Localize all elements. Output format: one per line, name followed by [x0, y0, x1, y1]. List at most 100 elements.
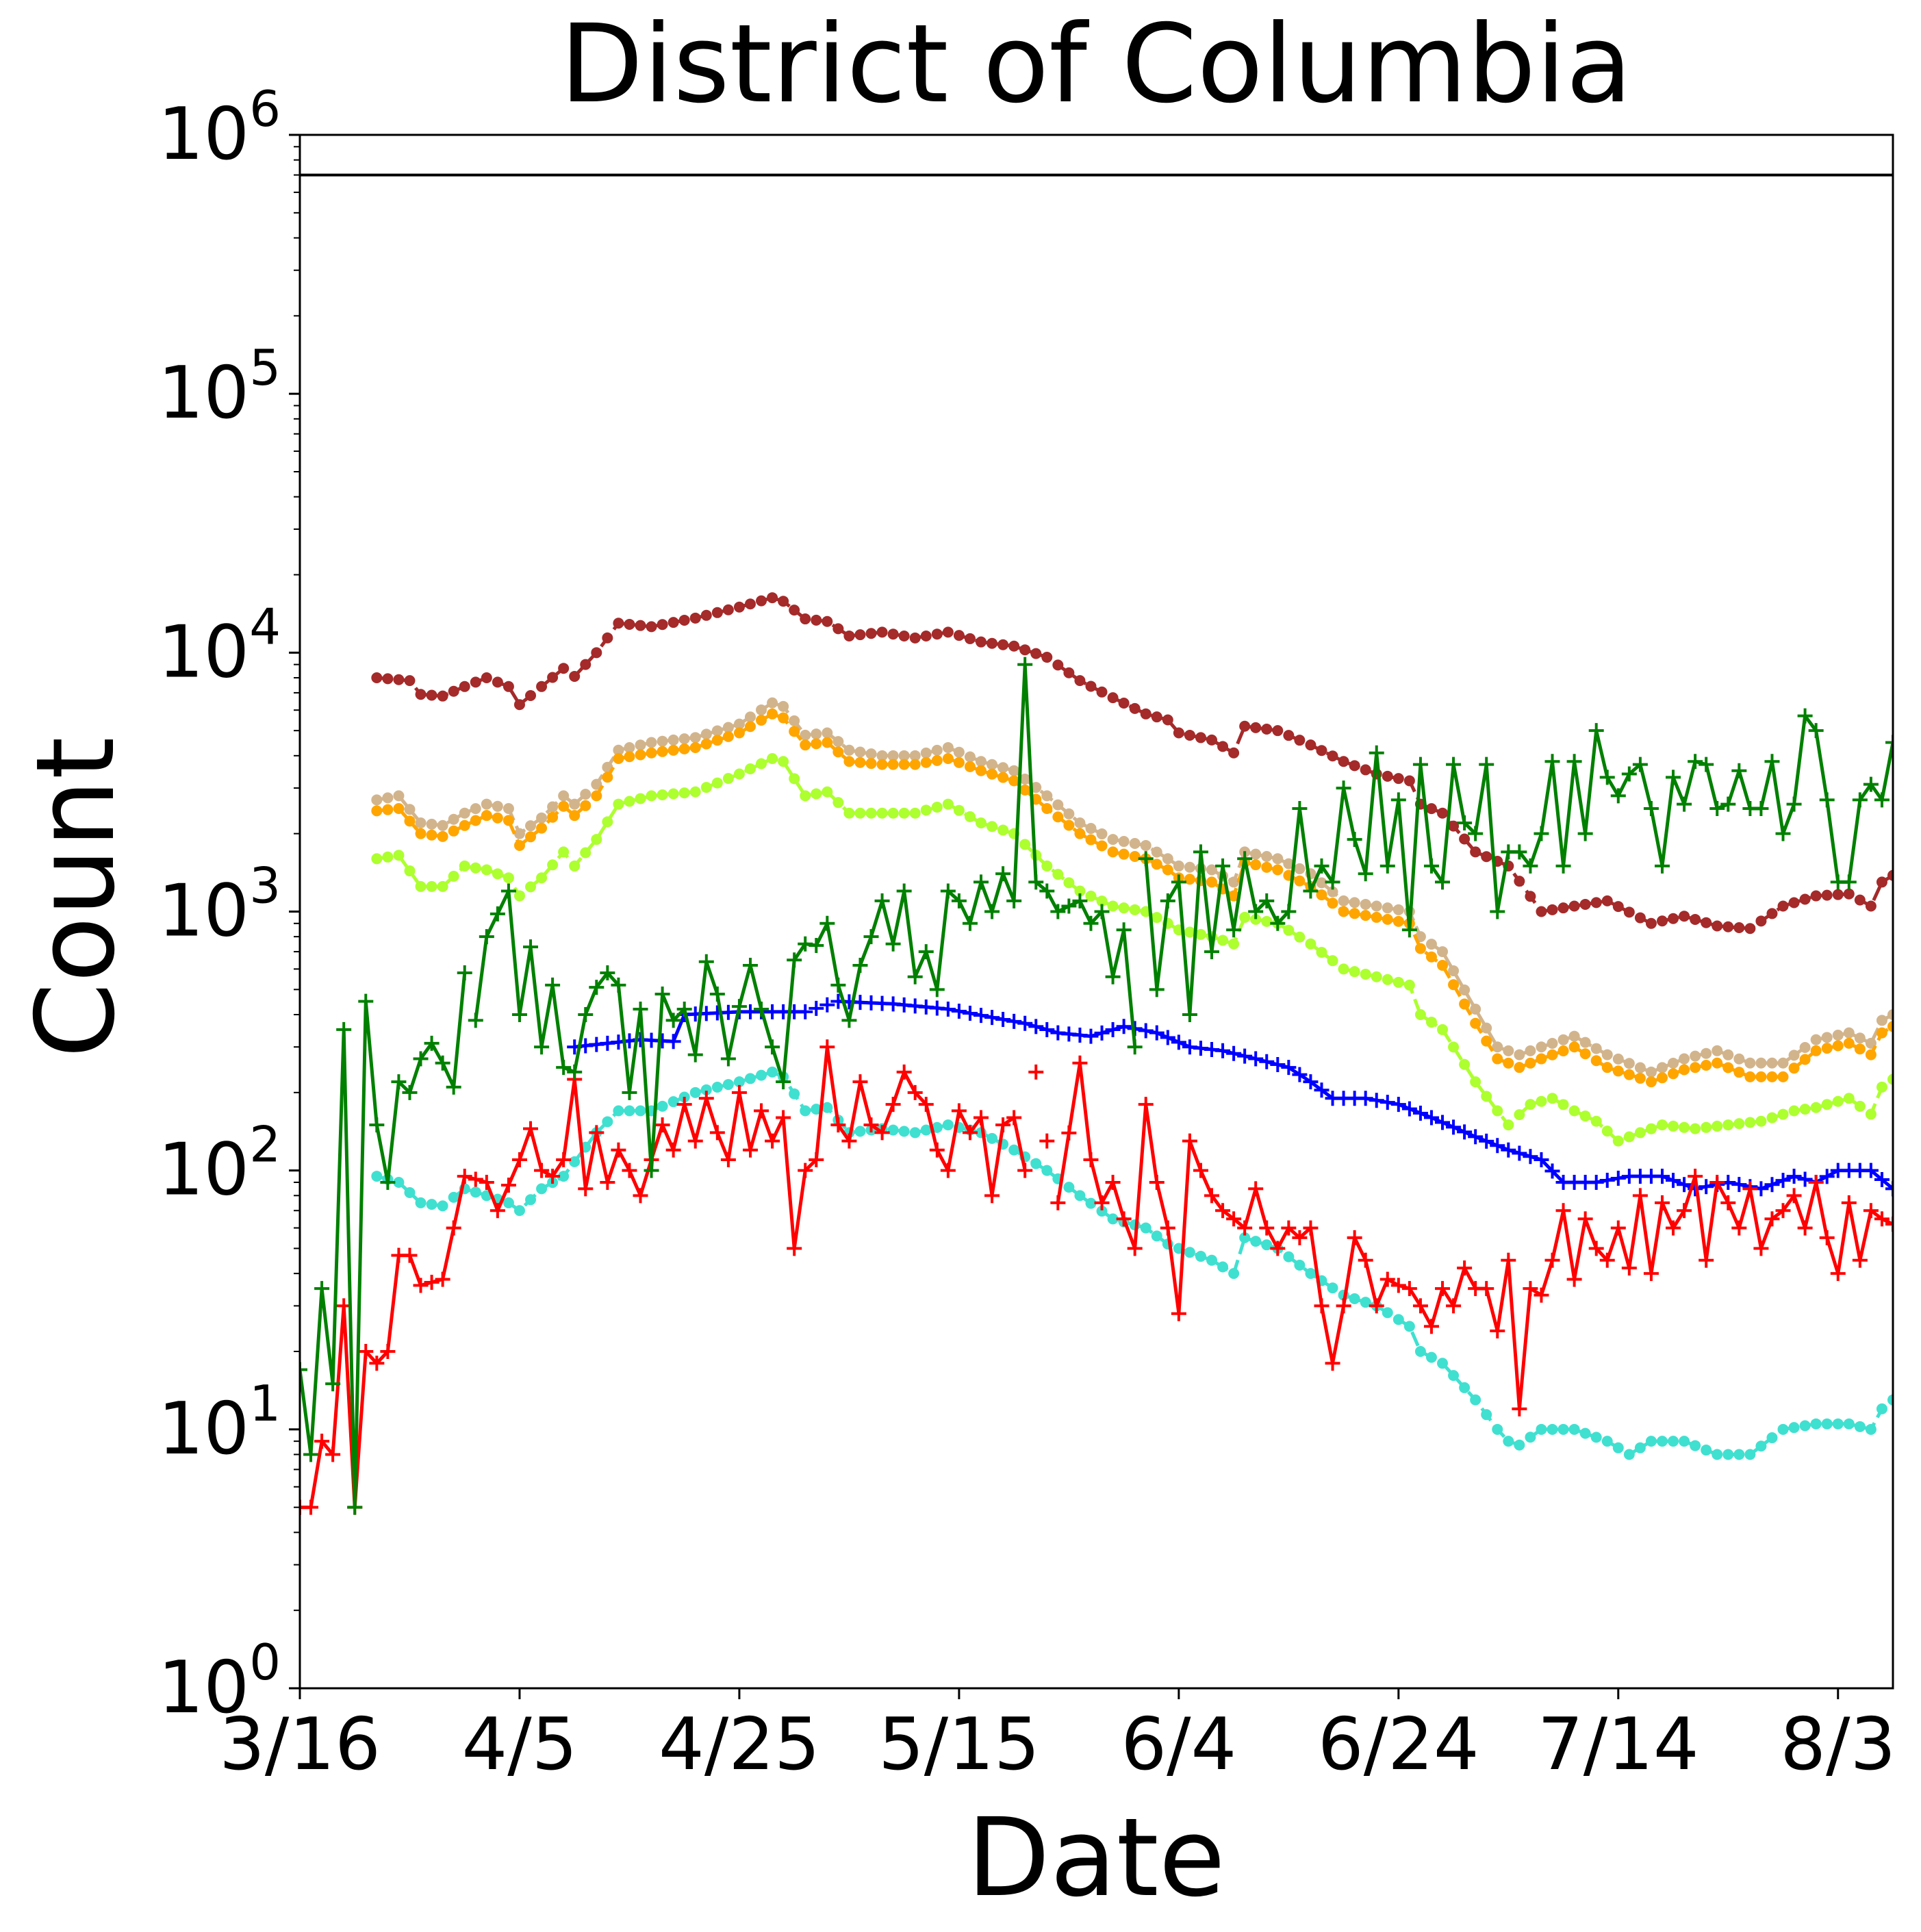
data-point: [1349, 897, 1360, 908]
data-point: [1722, 921, 1734, 932]
data-point: [1579, 1427, 1591, 1439]
data-point: [1261, 850, 1273, 862]
data-point: [1654, 1169, 1670, 1184]
data-point: [1701, 1047, 1712, 1059]
data-point: [953, 630, 965, 641]
data-point: [1303, 883, 1319, 899]
data-point: [600, 1174, 615, 1190]
data-point: [865, 807, 877, 819]
data-point: [1412, 1106, 1428, 1121]
data-point: [1248, 1051, 1264, 1067]
data-point: [437, 830, 448, 842]
data-point: [1259, 1054, 1275, 1069]
data-point: [1226, 1211, 1242, 1227]
data-point: [426, 689, 437, 701]
data-point: [1074, 885, 1086, 897]
data-point: [920, 631, 932, 642]
data-point: [470, 803, 481, 815]
data-point: [1171, 874, 1186, 890]
data-point: [767, 592, 778, 604]
data-point: [1601, 1049, 1613, 1060]
data-point: [1239, 1232, 1251, 1243]
data-point: [1470, 846, 1481, 858]
data-point: [1832, 1418, 1844, 1429]
data-point: [1292, 801, 1308, 817]
data-point: [1481, 1035, 1492, 1047]
data-point: [865, 748, 877, 760]
data-point: [1261, 861, 1273, 873]
data-point: [940, 883, 956, 899]
data-point: [468, 1171, 483, 1187]
data-point: [591, 778, 602, 790]
data-point: [1555, 858, 1571, 874]
data-point: [852, 958, 868, 974]
data-point: [1382, 1307, 1393, 1319]
data-point: [1512, 1145, 1527, 1161]
data-point: [1755, 1440, 1767, 1452]
data-point: [711, 607, 723, 618]
data-point: [415, 689, 427, 700]
data-point: [1742, 1181, 1758, 1197]
data-point: [1206, 876, 1218, 888]
y-tick-label: 101: [158, 1375, 281, 1471]
data-point: [602, 632, 613, 644]
data-point: [929, 1142, 945, 1158]
data-point: [1107, 1213, 1119, 1225]
data-point: [742, 1142, 758, 1158]
data-point: [800, 1105, 811, 1117]
data-point: [1656, 915, 1668, 927]
data-point: [1371, 900, 1382, 912]
data-point: [1303, 1220, 1319, 1236]
data-point: [591, 790, 602, 802]
data-point: [1874, 1172, 1890, 1188]
data-point: [1799, 1042, 1811, 1054]
data-point: [358, 1343, 374, 1359]
data-point: [1459, 1058, 1471, 1070]
data-point: [1679, 1121, 1690, 1133]
data-point: [1810, 1034, 1822, 1045]
data-point: [569, 1156, 581, 1167]
data-point: [1094, 904, 1110, 919]
data-point: [657, 746, 668, 757]
data-point: [1699, 757, 1714, 772]
data-point: [545, 1169, 561, 1184]
data-point: [1557, 1045, 1569, 1057]
data-point: [1063, 808, 1075, 819]
data-point: [558, 846, 570, 858]
data-point: [789, 605, 800, 616]
data-point: [502, 681, 514, 692]
data-point: [1885, 1217, 1893, 1232]
data-point: [1656, 1119, 1668, 1131]
data-point: [424, 1035, 440, 1051]
data-point: [1755, 915, 1767, 927]
data-point: [1403, 1321, 1415, 1332]
data-point: [1512, 844, 1527, 860]
data-point: [909, 1127, 921, 1139]
data-point: [426, 880, 437, 892]
data-point: [1666, 1173, 1681, 1189]
data-point: [1017, 657, 1033, 672]
data-point: [811, 788, 822, 800]
data-point: [1305, 938, 1316, 950]
data-point: [525, 881, 537, 893]
y-tick-label: 100: [158, 1634, 281, 1729]
data-point: [984, 1188, 1000, 1204]
data-point: [591, 647, 602, 659]
data-point: [513, 828, 525, 839]
data-point: [1228, 890, 1240, 902]
data-point: [1195, 732, 1206, 743]
data-point: [459, 860, 470, 872]
data-point: [1799, 1420, 1811, 1432]
data-point: [448, 825, 459, 837]
series-3: [371, 708, 1893, 1088]
data-point: [964, 811, 976, 822]
data-point: [1151, 846, 1162, 858]
data-point: [1206, 734, 1218, 746]
data-point: [907, 969, 923, 984]
data-point: [1292, 1230, 1308, 1245]
data-point: [798, 936, 813, 952]
data-point: [1612, 1053, 1624, 1065]
data-point: [678, 743, 690, 754]
data-point: [525, 820, 537, 832]
data-point: [303, 1447, 319, 1462]
